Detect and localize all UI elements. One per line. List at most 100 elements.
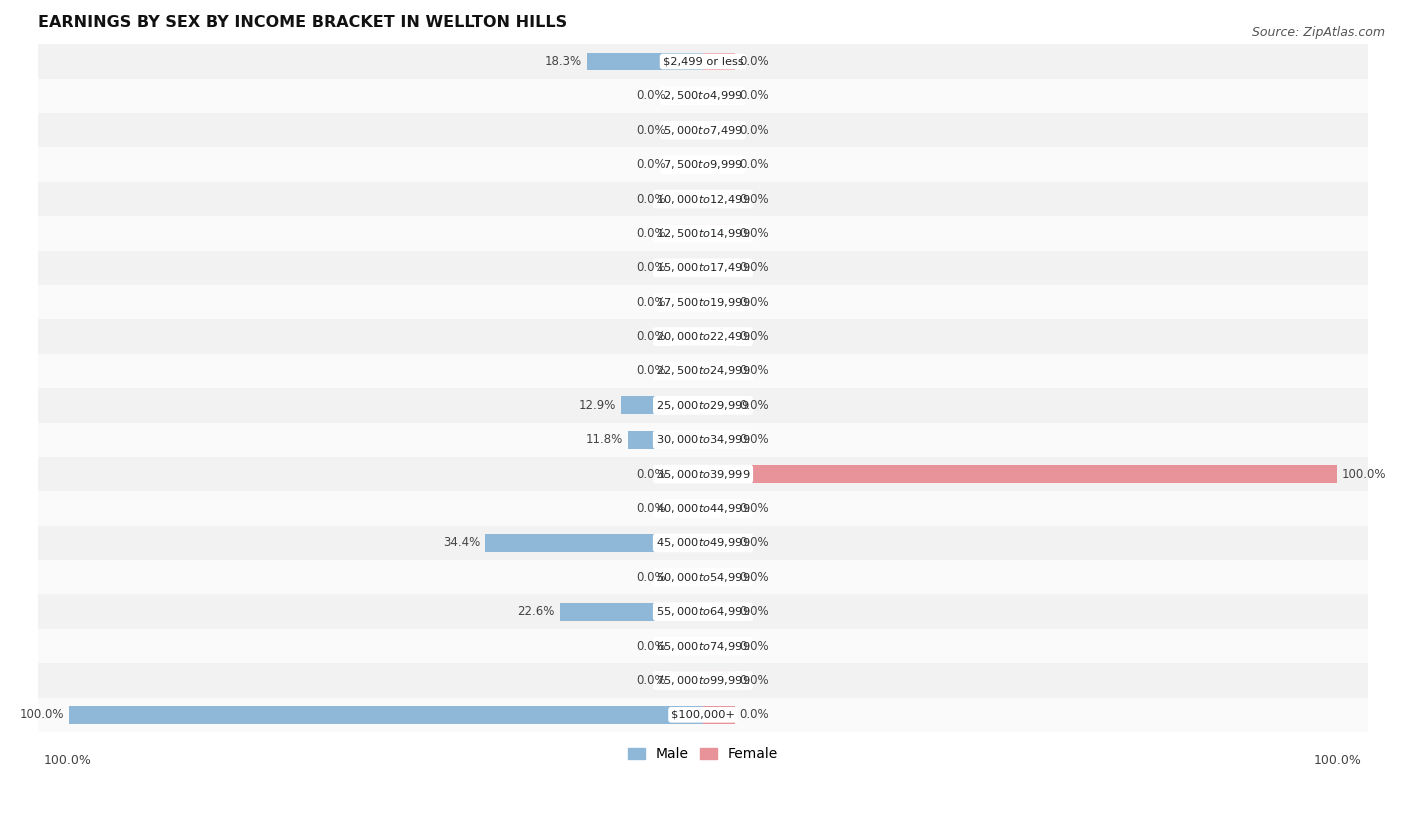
Bar	[703, 224, 735, 242]
Text: $15,000 to $17,499: $15,000 to $17,499	[655, 261, 751, 274]
Text: 0.0%: 0.0%	[637, 159, 666, 172]
Bar	[38, 147, 1368, 182]
Legend: Male, Female: Male, Female	[623, 741, 783, 767]
Text: $7,500 to $9,999: $7,500 to $9,999	[664, 159, 742, 172]
Text: $22,500 to $24,999: $22,500 to $24,999	[655, 364, 751, 377]
Text: 0.0%: 0.0%	[740, 433, 769, 446]
Bar	[703, 465, 1337, 483]
Text: $10,000 to $12,499: $10,000 to $12,499	[655, 193, 751, 206]
Bar	[38, 594, 1368, 628]
Text: 0.0%: 0.0%	[740, 674, 769, 687]
Text: $30,000 to $34,999: $30,000 to $34,999	[655, 433, 751, 446]
Bar	[621, 397, 703, 415]
Bar	[671, 465, 703, 483]
Bar	[560, 602, 703, 620]
Bar	[671, 87, 703, 105]
Bar	[703, 87, 735, 105]
Text: 0.0%: 0.0%	[740, 537, 769, 550]
Text: $2,499 or less: $2,499 or less	[662, 57, 744, 67]
Bar	[703, 156, 735, 174]
Text: 12.9%: 12.9%	[579, 399, 616, 412]
Text: 0.0%: 0.0%	[637, 261, 666, 274]
Text: 0.0%: 0.0%	[637, 364, 666, 377]
Bar	[703, 293, 735, 311]
Text: 0.0%: 0.0%	[637, 674, 666, 687]
Text: 0.0%: 0.0%	[637, 330, 666, 343]
Bar	[671, 190, 703, 208]
Bar	[703, 259, 735, 276]
Bar	[703, 190, 735, 208]
Bar	[38, 526, 1368, 560]
Text: $17,500 to $19,999: $17,500 to $19,999	[655, 296, 751, 309]
Bar	[703, 568, 735, 586]
Text: $20,000 to $22,499: $20,000 to $22,499	[655, 330, 751, 343]
Bar	[671, 362, 703, 380]
Bar	[38, 45, 1368, 79]
Bar	[38, 216, 1368, 250]
Text: 0.0%: 0.0%	[740, 261, 769, 274]
Bar	[38, 663, 1368, 698]
Text: 0.0%: 0.0%	[740, 124, 769, 137]
Text: $40,000 to $44,999: $40,000 to $44,999	[655, 502, 751, 515]
Text: 100.0%: 100.0%	[1341, 467, 1386, 480]
Bar	[38, 628, 1368, 663]
Text: $50,000 to $54,999: $50,000 to $54,999	[655, 571, 751, 584]
Text: 0.0%: 0.0%	[637, 227, 666, 240]
Bar	[38, 182, 1368, 216]
Text: 0.0%: 0.0%	[637, 640, 666, 653]
Text: 0.0%: 0.0%	[637, 193, 666, 206]
Text: $2,500 to $4,999: $2,500 to $4,999	[664, 89, 742, 102]
Bar	[703, 397, 735, 415]
Bar	[588, 53, 703, 71]
Text: 0.0%: 0.0%	[740, 89, 769, 102]
Bar	[671, 672, 703, 689]
Bar	[671, 224, 703, 242]
Text: 0.0%: 0.0%	[740, 159, 769, 172]
Bar	[703, 672, 735, 689]
Bar	[485, 534, 703, 552]
Text: 0.0%: 0.0%	[740, 364, 769, 377]
Text: 0.0%: 0.0%	[637, 502, 666, 515]
Text: 22.6%: 22.6%	[517, 605, 555, 618]
Bar	[671, 328, 703, 346]
Bar	[671, 637, 703, 655]
Bar	[38, 560, 1368, 594]
Text: $5,000 to $7,499: $5,000 to $7,499	[664, 124, 742, 137]
Text: 18.3%: 18.3%	[546, 55, 582, 68]
Text: 0.0%: 0.0%	[637, 124, 666, 137]
Bar	[38, 423, 1368, 457]
Text: $35,000 to $39,999: $35,000 to $39,999	[655, 467, 751, 480]
Bar	[69, 706, 703, 724]
Bar	[38, 388, 1368, 423]
Bar	[38, 79, 1368, 113]
Bar	[671, 259, 703, 276]
Text: $55,000 to $64,999: $55,000 to $64,999	[655, 605, 751, 618]
Text: $45,000 to $49,999: $45,000 to $49,999	[655, 537, 751, 550]
Bar	[703, 362, 735, 380]
Text: 0.0%: 0.0%	[740, 193, 769, 206]
Text: 0.0%: 0.0%	[740, 502, 769, 515]
Bar	[703, 121, 735, 139]
Text: 0.0%: 0.0%	[740, 640, 769, 653]
Bar	[38, 491, 1368, 526]
Text: 100.0%: 100.0%	[44, 754, 91, 767]
Bar	[703, 53, 735, 71]
Text: $65,000 to $74,999: $65,000 to $74,999	[655, 640, 751, 653]
Text: 0.0%: 0.0%	[740, 296, 769, 309]
Text: EARNINGS BY SEX BY INCOME BRACKET IN WELLTON HILLS: EARNINGS BY SEX BY INCOME BRACKET IN WEL…	[38, 15, 567, 30]
Text: 0.0%: 0.0%	[637, 89, 666, 102]
Bar	[703, 431, 735, 449]
Text: $12,500 to $14,999: $12,500 to $14,999	[655, 227, 751, 240]
Bar	[671, 568, 703, 586]
Text: 0.0%: 0.0%	[637, 467, 666, 480]
Text: 0.0%: 0.0%	[637, 571, 666, 584]
Bar	[671, 121, 703, 139]
Text: $75,000 to $99,999: $75,000 to $99,999	[655, 674, 751, 687]
Bar	[38, 250, 1368, 285]
Text: 0.0%: 0.0%	[740, 399, 769, 412]
Bar	[703, 499, 735, 517]
Bar	[671, 293, 703, 311]
Text: 0.0%: 0.0%	[637, 296, 666, 309]
Bar	[38, 113, 1368, 147]
Bar	[671, 156, 703, 174]
